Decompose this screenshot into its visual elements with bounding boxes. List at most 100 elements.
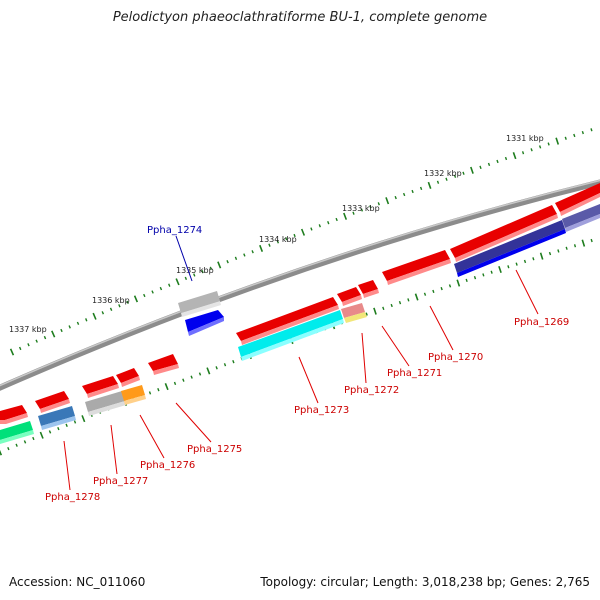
ruler-label-1335: 1335 kbp <box>176 266 214 275</box>
gene-label-ppha-1272[interactable]: Ppha_1272 <box>344 385 399 396</box>
outer-ruler-tick <box>259 244 264 252</box>
inner-ruler-tick <box>465 278 468 283</box>
ruler-label-1331: 1331 kbp <box>506 134 544 143</box>
leader-ppha-1275 <box>175 402 212 443</box>
gene-ppha-1278-block-shade <box>0 430 34 444</box>
outer-ruler-tick <box>285 237 288 241</box>
leader-ppha-1270 <box>429 305 454 351</box>
inner-ruler-tick <box>173 381 177 386</box>
outer-ruler-tick <box>318 224 321 228</box>
outer-ruler-tick <box>327 221 330 225</box>
gene-red-arrow-e-shade <box>241 305 339 345</box>
reverse-strand-genes <box>0 204 600 444</box>
gene-label-ppha-1273[interactable]: Ppha_1273 <box>294 405 349 416</box>
outer-ruler-tick <box>352 211 355 215</box>
inner-ruler-tick <box>206 367 211 375</box>
inner-ruler-tick <box>432 289 435 294</box>
outer-ruler-tick <box>217 261 222 269</box>
inner-ruler-tick <box>32 436 35 441</box>
gene-label-ppha-1278[interactable]: Ppha_1278 <box>45 492 100 503</box>
inner-ruler-tick <box>398 300 402 305</box>
gene-ppha-1274-grey-shade <box>181 301 221 317</box>
gene-label-ppha-1269[interactable]: Ppha_1269 <box>514 317 569 328</box>
gene-red-arrow-d <box>148 354 178 371</box>
outer-ruler-tick <box>310 227 313 231</box>
gene-label-ppha-1276[interactable]: Ppha_1276 <box>140 460 195 471</box>
ruler-label-1332: 1332 kbp <box>424 169 462 178</box>
outer-ruler-tick <box>402 192 406 197</box>
inner-ruler-tick <box>507 265 510 269</box>
inner-ruler-tick <box>182 378 185 382</box>
ruler-label-1336: 1336 kbp <box>92 296 130 305</box>
inner-ruler-tick <box>0 449 3 456</box>
gene-ppha-1273-cyan-block <box>238 310 343 357</box>
gene-ppha-1273-cyan-shade <box>241 319 344 361</box>
inner-ruler-tick <box>414 293 419 301</box>
gene-ppha-1276-grey-shade <box>88 401 126 416</box>
gene-label-ppha-1270[interactable]: Ppha_1270 <box>428 352 483 363</box>
outer-ruler-tick <box>209 266 213 270</box>
outer-ruler-tick <box>201 270 204 274</box>
outer-ruler-tick <box>85 318 88 322</box>
inner-ruler-tick <box>407 298 410 302</box>
inner-ruler-tick <box>482 273 485 277</box>
outer-ruler-tick <box>293 233 296 238</box>
backbone-arc <box>0 179 600 391</box>
outer-ruler-tick <box>369 205 372 209</box>
outer-ruler-tick <box>360 208 364 212</box>
leader-ppha-1269 <box>515 269 539 315</box>
gene-red-arrow-a <box>35 391 69 409</box>
outer-ruler-tick <box>564 136 567 140</box>
inner-ruler-tick <box>390 303 393 308</box>
inner-ruler-tick <box>81 415 86 423</box>
inner-ruler-tick <box>39 431 44 439</box>
inner-ruler-tick <box>215 366 218 370</box>
inner-ruler-tick <box>65 423 68 427</box>
outer-ruler-tick <box>453 174 457 178</box>
forward-strand-genes <box>0 183 600 424</box>
gene-red-arrow-f-shade <box>342 295 362 306</box>
outer-ruler-tick <box>18 346 22 351</box>
inner-ruler-tick <box>198 372 202 376</box>
outer-ruler-tick <box>445 177 448 181</box>
inner-ruler-tick <box>515 262 518 266</box>
outer-ruler-tick <box>68 325 71 329</box>
outer-ruler-tick <box>9 348 15 356</box>
gene-red-arrow-b-shade <box>87 384 119 398</box>
outer-ruler-tick <box>436 180 440 184</box>
outer-ruler-tick <box>143 293 146 298</box>
inner-ruler-tick <box>7 446 10 451</box>
inner-ruler-tick <box>223 363 227 367</box>
outer-ruler-tick <box>60 328 63 333</box>
leader-ppha-1271 <box>381 325 410 367</box>
gene-ppha-1269-navy-block <box>454 220 565 273</box>
gene-label-ppha-1271[interactable]: Ppha_1271 <box>387 368 442 379</box>
gene-label-ppha-1275[interactable]: Ppha_1275 <box>187 444 242 455</box>
outer-ruler-tick <box>581 130 584 135</box>
gene-red-arrow-g <box>358 280 378 294</box>
genome-summary-label: Topology: circular; Length: 3,018,238 bp… <box>260 575 590 589</box>
outer-ruler-tick <box>343 212 348 220</box>
outer-ruler-tick <box>35 339 38 343</box>
inner-ruler-tick <box>490 270 493 274</box>
ruler-label-1333: 1333 kbp <box>342 204 380 213</box>
outer-ruler-tick <box>538 145 542 149</box>
gene-label-ppha-1274[interactable]: Ppha_1274 <box>147 225 202 236</box>
inner-ruler-tick <box>440 286 443 291</box>
outer-ruler-tick <box>126 300 129 304</box>
outer-ruler-tick <box>118 304 121 308</box>
gene-red-arrow-i-shade <box>455 214 558 262</box>
gene-ppha-1278-arrow <box>0 405 27 420</box>
gene-red-arrow-d-shade <box>153 364 179 375</box>
inner-ruler-tick <box>590 238 593 243</box>
outer-ruler-tick <box>226 260 229 264</box>
outer-ruler-tick <box>394 195 397 200</box>
inner-ruler-tick <box>498 265 502 274</box>
outer-ruler-tick <box>521 151 525 155</box>
outer-ruler-tick <box>335 217 338 222</box>
gene-red-arrow-h <box>382 250 450 281</box>
gene-label-ppha-1277[interactable]: Ppha_1277 <box>93 476 148 487</box>
gene-red-arrow-a-shade <box>40 399 70 413</box>
gene-ppha-1276-orange-shade <box>124 395 146 405</box>
gene-ppha-1276-grey-block <box>85 391 125 412</box>
